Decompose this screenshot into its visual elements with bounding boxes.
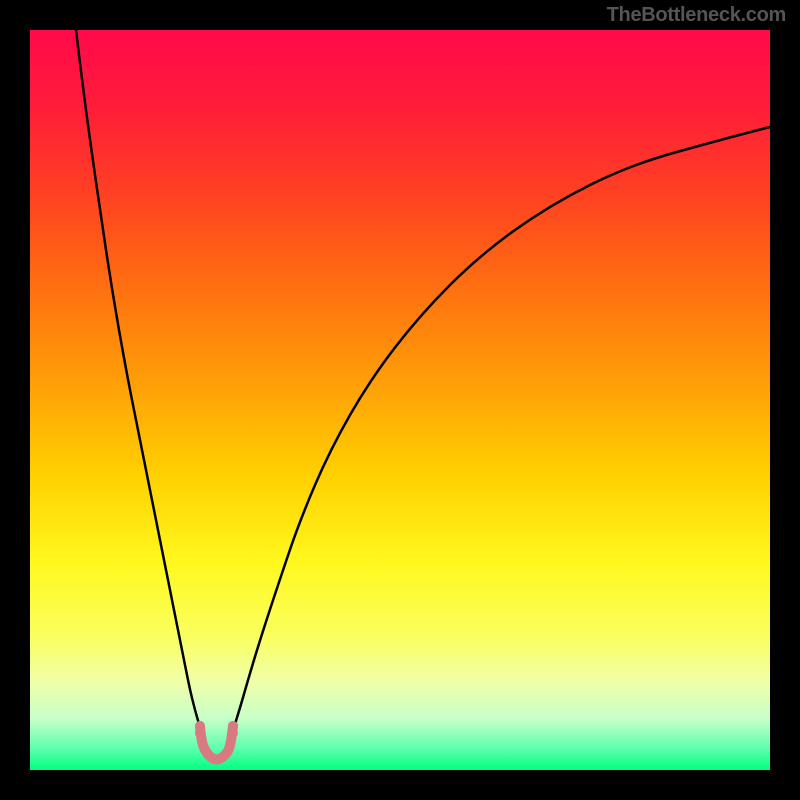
chart-container: TheBottleneck.com (0, 0, 800, 800)
watermark-text: TheBottleneck.com (607, 4, 786, 27)
curve-chart (0, 0, 800, 800)
chart-background (30, 30, 770, 770)
